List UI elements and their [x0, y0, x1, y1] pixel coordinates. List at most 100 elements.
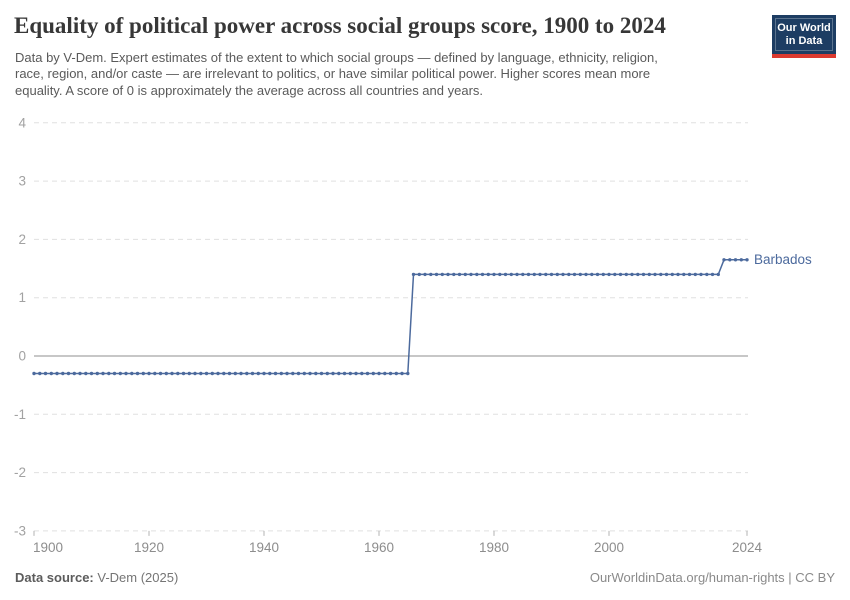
data-point[interactable] — [630, 272, 634, 277]
data-point[interactable] — [567, 272, 571, 277]
data-point[interactable] — [601, 272, 605, 277]
data-point[interactable] — [55, 371, 59, 376]
data-point[interactable] — [636, 272, 640, 277]
data-point[interactable] — [233, 371, 237, 376]
data-point[interactable] — [590, 272, 594, 277]
data-point[interactable] — [647, 272, 651, 277]
data-point[interactable] — [480, 272, 485, 277]
data-point[interactable] — [728, 258, 732, 262]
data-point[interactable] — [354, 371, 358, 376]
data-point[interactable] — [61, 371, 65, 376]
data-point[interactable] — [653, 272, 657, 277]
data-point[interactable] — [492, 272, 496, 277]
data-point[interactable] — [348, 371, 352, 376]
data-point[interactable] — [676, 272, 680, 277]
data-point[interactable] — [204, 371, 209, 376]
data-point[interactable] — [710, 272, 715, 277]
data-point[interactable] — [429, 272, 433, 277]
data-point[interactable] — [325, 371, 329, 376]
data-point[interactable] — [440, 272, 444, 277]
data-point[interactable] — [216, 371, 220, 376]
data-point[interactable] — [107, 371, 111, 376]
data-point[interactable] — [291, 371, 295, 376]
data-point[interactable] — [164, 371, 168, 376]
data-point[interactable] — [273, 371, 278, 376]
data-point[interactable] — [199, 371, 203, 376]
data-point[interactable] — [549, 272, 554, 277]
data-point[interactable] — [388, 371, 393, 376]
data-point[interactable] — [331, 371, 335, 376]
data-point[interactable] — [130, 371, 134, 376]
data-point[interactable] — [66, 371, 71, 376]
data-point[interactable] — [733, 258, 738, 262]
data-point[interactable] — [406, 371, 410, 376]
data-point[interactable] — [722, 258, 726, 262]
data-point[interactable] — [475, 272, 479, 277]
data-point[interactable] — [572, 272, 577, 277]
data-point[interactable] — [170, 371, 174, 376]
data-point[interactable] — [561, 272, 565, 277]
data-point[interactable] — [486, 272, 490, 277]
data-point[interactable] — [32, 371, 36, 376]
data-point[interactable] — [78, 371, 82, 376]
data-point[interactable] — [739, 258, 743, 262]
data-point[interactable] — [641, 272, 646, 277]
data-point[interactable] — [377, 371, 381, 376]
data-point[interactable] — [210, 371, 214, 376]
data-point[interactable] — [555, 272, 559, 277]
data-point[interactable] — [268, 371, 272, 376]
data-point[interactable] — [624, 272, 628, 277]
data-point[interactable] — [423, 272, 427, 277]
data-point[interactable] — [279, 371, 283, 376]
data-point[interactable] — [745, 258, 749, 262]
data-point[interactable] — [181, 371, 186, 376]
data-point[interactable] — [135, 371, 140, 376]
data-point[interactable] — [371, 371, 375, 376]
owid-logo[interactable]: Our World in Data — [772, 15, 836, 58]
data-point[interactable] — [118, 371, 123, 376]
data-point[interactable] — [526, 272, 531, 277]
data-point[interactable] — [394, 371, 398, 376]
data-point[interactable] — [360, 371, 364, 376]
data-point[interactable] — [256, 371, 260, 376]
data-point[interactable] — [682, 272, 686, 277]
data-point[interactable] — [521, 272, 525, 277]
data-point[interactable] — [95, 371, 100, 376]
data-point[interactable] — [302, 371, 306, 376]
data-point[interactable] — [532, 272, 536, 277]
data-point[interactable] — [124, 371, 128, 376]
data-point[interactable] — [584, 272, 588, 277]
data-point[interactable] — [515, 272, 519, 277]
data-point[interactable] — [613, 272, 617, 277]
data-point[interactable] — [176, 371, 180, 376]
data-point[interactable] — [434, 272, 439, 277]
data-point[interactable] — [463, 272, 467, 277]
data-point[interactable] — [239, 371, 243, 376]
entity-label-barbados[interactable]: Barbados — [754, 252, 812, 267]
data-point[interactable] — [342, 371, 347, 376]
data-point[interactable] — [411, 272, 416, 277]
data-point[interactable] — [72, 371, 77, 376]
data-point[interactable] — [314, 371, 318, 376]
data-point[interactable] — [153, 371, 157, 376]
data-point[interactable] — [693, 272, 697, 277]
data-point[interactable] — [699, 272, 703, 277]
data-point[interactable] — [607, 272, 611, 277]
data-point[interactable] — [250, 371, 255, 376]
data-point[interactable] — [509, 272, 513, 277]
data-point[interactable] — [383, 371, 387, 376]
data-point[interactable] — [193, 371, 197, 376]
data-point[interactable] — [245, 371, 249, 376]
data-point[interactable] — [187, 371, 191, 376]
data-point[interactable] — [417, 272, 421, 277]
data-point[interactable] — [365, 371, 370, 376]
data-point[interactable] — [400, 371, 404, 376]
data-point[interactable] — [262, 371, 266, 376]
data-point[interactable] — [664, 272, 669, 277]
data-point[interactable] — [716, 272, 720, 277]
data-point[interactable] — [687, 272, 692, 277]
data-point[interactable] — [49, 371, 53, 376]
data-point[interactable] — [147, 371, 151, 376]
data-point[interactable] — [618, 272, 623, 277]
data-point[interactable] — [578, 272, 582, 277]
